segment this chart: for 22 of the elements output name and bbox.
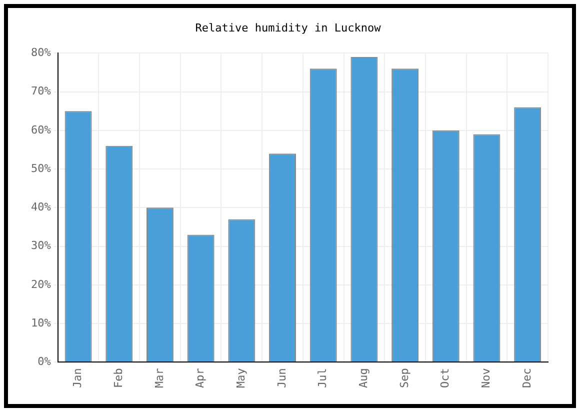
y-tick-label: 80% [30, 46, 52, 60]
x-tick-label: Jan [71, 368, 84, 388]
x-tick-label: Aug [357, 368, 370, 388]
y-tick-label: 60% [30, 123, 52, 136]
y-tick-label: 0% [38, 354, 52, 368]
x-tick-label: May [234, 368, 248, 388]
y-tick-label: 50% [30, 162, 52, 175]
x-tick-label: Jul [316, 368, 330, 388]
y-tick-label: 40% [30, 200, 52, 214]
chart-title: Relative humidity in Lucknow [195, 21, 382, 34]
y-tick-label: 20% [30, 278, 52, 291]
x-tick-label: Apr [194, 368, 207, 388]
x-tick-label: Sep [398, 368, 411, 388]
x-tick-label: Jun [275, 368, 288, 388]
y-tick-label: 10% [30, 316, 52, 330]
x-tick-label: Feb [112, 368, 125, 388]
y-tick-label: 30% [30, 239, 52, 252]
y-tick-label: 70% [30, 84, 52, 98]
x-tick-label: Oct [438, 368, 452, 388]
x-tick-label: Dec [520, 368, 534, 388]
x-tick-label: Nov [480, 368, 493, 388]
x-tick-label: Mar [152, 368, 166, 388]
